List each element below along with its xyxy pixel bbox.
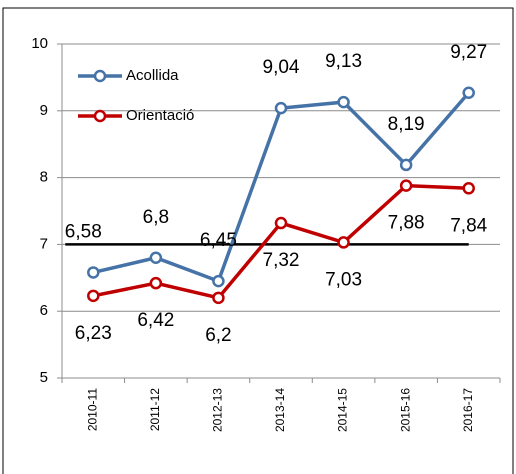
y-tick-label: 6	[40, 302, 48, 319]
data-label: 6,45	[200, 230, 237, 251]
data-label: 8,19	[388, 114, 425, 135]
point	[87, 266, 100, 279]
y-tick-label: 7	[40, 235, 48, 252]
y-tick-label: 10	[31, 35, 48, 52]
y-tick-label: 9	[40, 102, 48, 119]
chart-frame	[2, 7, 514, 474]
point	[149, 276, 163, 290]
data-label: 7,32	[263, 250, 300, 271]
legend-marker	[93, 69, 107, 83]
data-label: 7,84	[450, 215, 487, 236]
y-tick-label: 5	[40, 369, 48, 386]
x-tick-label: 2014-15	[336, 388, 350, 432]
x-tick-label: 2015-16	[398, 388, 412, 432]
point	[149, 251, 163, 265]
data-label: 6,23	[75, 323, 112, 344]
legend-label: Acollida	[126, 67, 179, 84]
point	[274, 101, 288, 115]
x-tick-label: 2011-12	[148, 388, 162, 431]
point	[337, 236, 350, 249]
point	[274, 216, 288, 230]
point	[212, 274, 225, 288]
legend-marker	[93, 109, 107, 123]
point	[212, 291, 225, 305]
data-label: 6,58	[65, 221, 102, 242]
data-label: 9,13	[325, 51, 362, 72]
point	[462, 182, 475, 195]
x-tick-label: 2010-11	[85, 388, 99, 431]
x-tick-label: 2012-13	[211, 388, 225, 432]
x-tick-label: 2013-14	[273, 388, 287, 432]
point	[462, 86, 475, 100]
data-label: 6,42	[137, 310, 174, 331]
series-line	[92, 183, 469, 300]
data-label: 7,88	[388, 213, 425, 234]
data-label: 9,04	[263, 57, 300, 78]
data-label: 6,8	[143, 207, 169, 228]
legend-label: Orientació	[126, 107, 194, 124]
y-tick-label: 8	[40, 169, 48, 186]
data-label: 6,2	[205, 325, 231, 346]
data-label: 7,03	[325, 269, 362, 290]
data-label: 9,27	[450, 42, 487, 63]
point	[87, 289, 100, 303]
point	[337, 95, 350, 109]
point	[399, 179, 413, 192]
point	[399, 158, 413, 172]
x-tick-label: 2016-17	[461, 388, 475, 432]
